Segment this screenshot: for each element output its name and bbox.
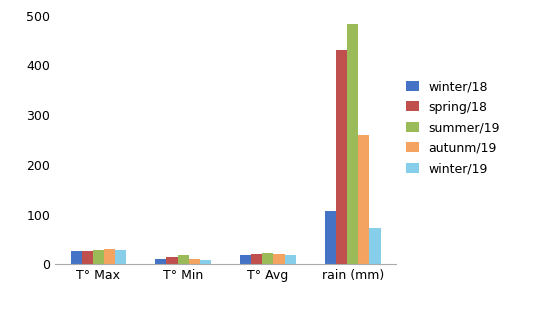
Bar <box>359 135 370 264</box>
Bar <box>348 24 359 264</box>
Bar <box>156 259 167 264</box>
Bar <box>167 257 178 264</box>
Bar <box>370 228 381 264</box>
Legend: winter/18, spring/18, summer/19, autunm/19, winter/19: winter/18, spring/18, summer/19, autunm/… <box>402 76 504 179</box>
Bar <box>200 260 211 264</box>
Bar <box>103 249 114 264</box>
Bar <box>240 255 251 264</box>
Bar <box>262 253 273 264</box>
Bar <box>251 254 262 264</box>
Bar <box>284 255 295 264</box>
Bar <box>325 211 337 264</box>
Bar <box>92 250 103 264</box>
Bar <box>337 50 348 264</box>
Bar <box>70 251 81 264</box>
Bar <box>178 255 189 264</box>
Bar <box>114 250 126 264</box>
Bar <box>273 254 284 264</box>
Bar <box>189 259 200 264</box>
Bar <box>81 251 92 264</box>
